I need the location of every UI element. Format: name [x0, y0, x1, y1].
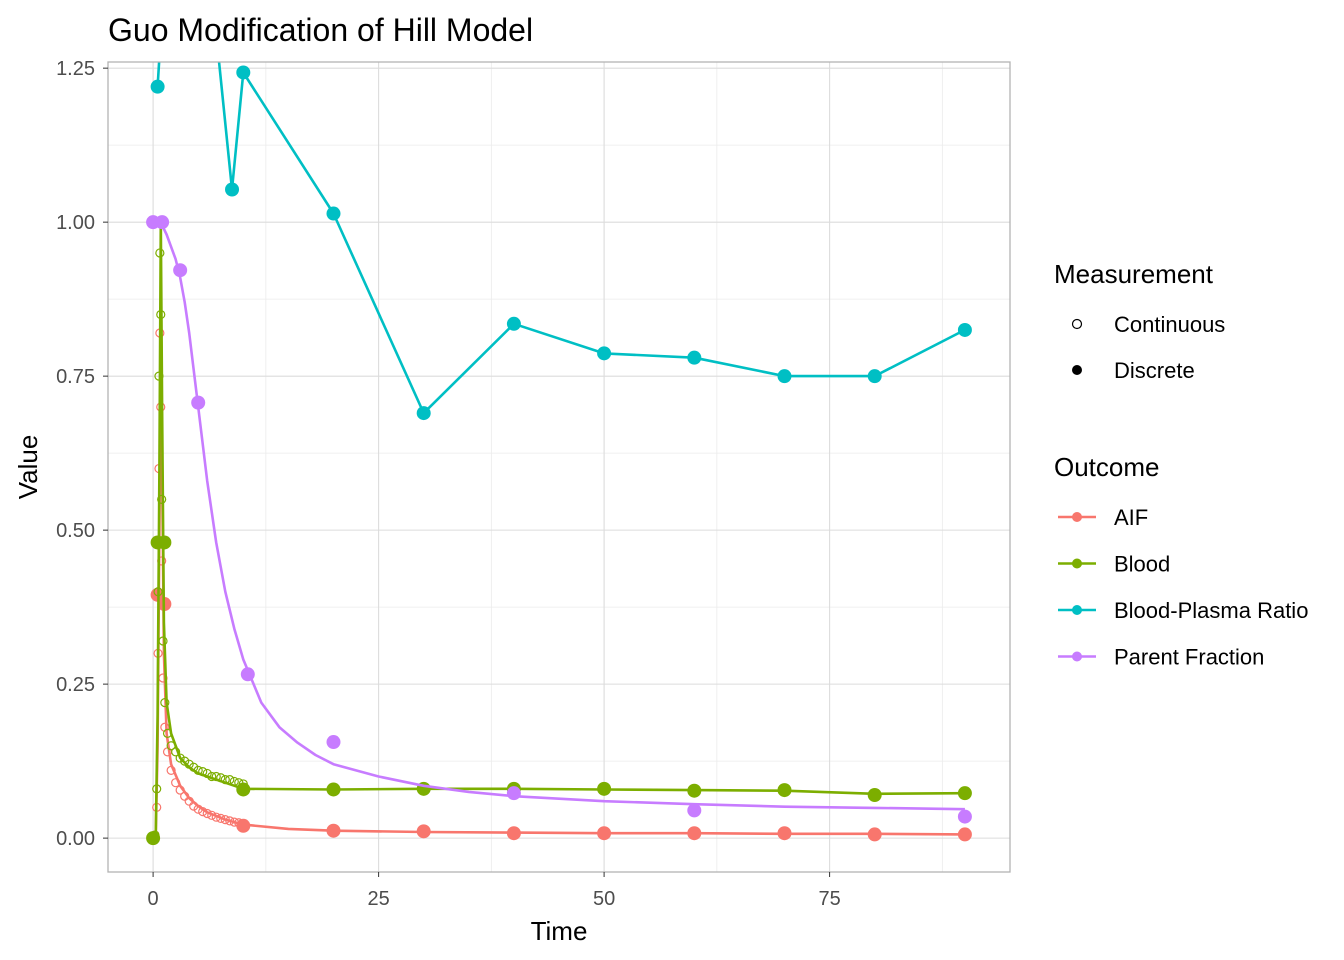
legend-measurement-title: Measurement [1054, 259, 1214, 289]
continuous-point [160, 698, 170, 708]
discrete-point [597, 346, 612, 361]
continuous-point [160, 722, 170, 732]
discrete-point [146, 831, 161, 846]
discrete-point [957, 322, 972, 337]
discrete-point [225, 182, 240, 197]
legend-item-aif: AIF [1058, 505, 1148, 530]
panel-border [107, 61, 1011, 873]
discrete-point [506, 316, 521, 331]
discrete-point [150, 79, 165, 94]
y-tick-label: 0.00 [56, 828, 95, 850]
discrete-point [687, 803, 702, 818]
series-line [151, 220, 965, 839]
x-tick-label: 25 [367, 888, 389, 910]
discrete-point [157, 535, 172, 550]
y-tick-label: 0.25 [56, 674, 95, 696]
discrete-point [416, 406, 431, 421]
discrete-point [777, 826, 792, 841]
discrete-point [326, 782, 341, 797]
discrete-point [957, 786, 972, 801]
grid [108, 62, 1010, 872]
discrete-point [155, 215, 170, 230]
discrete-point [597, 781, 612, 796]
chart-title: Guo Modification of Hill Model [108, 12, 533, 48]
discrete-point [506, 786, 521, 801]
legend-key-point [1072, 605, 1082, 615]
legend: Measurement Outcome Continuous Discrete AI… [1054, 259, 1308, 670]
legend-label: AIF [1114, 505, 1148, 530]
discrete-point [597, 826, 612, 841]
plot-area [146, 62, 972, 846]
discrete-point [326, 735, 341, 750]
discrete-point [867, 369, 882, 384]
x-tick-label: 0 [148, 888, 159, 910]
discrete-point [687, 350, 702, 365]
axes: 0 25 50 75 0.00 0.25 0.50 0.75 1.00 1.25 [56, 58, 841, 910]
legend-label: Blood-Plasma Ratio [1114, 598, 1308, 623]
discrete-point [867, 788, 882, 803]
series-parent-fraction [146, 215, 972, 824]
discrete-point [867, 827, 882, 842]
legend-label: Discrete [1114, 358, 1195, 383]
y-tick-label: 1.25 [56, 58, 95, 80]
legend-label: Continuous [1114, 312, 1225, 337]
discrete-point [173, 263, 188, 278]
continuous-point [175, 753, 185, 763]
discrete-point [777, 369, 792, 384]
x-tick-label: 75 [818, 888, 840, 910]
legend-item-parent-fraction: Parent Fraction [1058, 645, 1264, 670]
discrete-point [687, 826, 702, 841]
discrete-point [240, 667, 255, 682]
legend-outcome-title: Outcome [1054, 452, 1160, 482]
discrete-point [236, 818, 251, 833]
x-axis-title: Time [531, 916, 588, 946]
discrete-point [957, 809, 972, 824]
discrete-point [236, 782, 251, 797]
discrete-point [416, 824, 431, 839]
legend-item-blood: Blood [1058, 552, 1170, 577]
discrete-point [957, 827, 972, 842]
y-tick-label: 0.50 [56, 520, 95, 542]
discrete-point [687, 783, 702, 798]
legend-label: Blood [1114, 552, 1170, 577]
y-tick-label: 0.75 [56, 366, 95, 388]
legend-item-blood-plasma-ratio: Blood-Plasma Ratio [1058, 598, 1308, 623]
legend-key-point [1072, 651, 1082, 662]
x-tick-label: 50 [593, 888, 615, 910]
series-blood-plasma-ratio [150, 62, 972, 421]
legend-key-point [1072, 558, 1082, 569]
discrete-point [191, 395, 206, 410]
continuous-point [180, 756, 190, 766]
discrete-point [326, 206, 341, 221]
discrete-point [236, 65, 251, 80]
discrete-point [326, 823, 341, 838]
legend-key-point [1072, 512, 1082, 522]
legend-item-continuous: Continuous [1071, 312, 1225, 337]
y-tick-label: 1.00 [56, 212, 95, 234]
legend-label: Parent Fraction [1114, 645, 1264, 670]
y-axis-title: Value [13, 435, 43, 500]
legend-key-filled-circle [1072, 365, 1082, 375]
legend-key-open-circle [1071, 318, 1083, 330]
discrete-point [777, 783, 792, 798]
legend-item-discrete: Discrete [1072, 358, 1195, 383]
series-line [153, 220, 965, 811]
discrete-point [506, 826, 521, 841]
